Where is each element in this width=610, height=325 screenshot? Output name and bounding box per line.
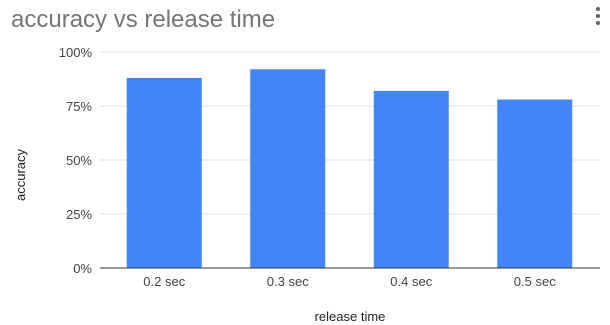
chart-title: accuracy vs release time [11,6,276,33]
more-vertical-icon [596,7,600,11]
more-options-button[interactable] [590,2,606,30]
menu-dot [596,14,600,18]
x-tick-label: 0.2 sec [143,274,185,289]
x-tick-label: 0.4 sec [390,274,432,289]
y-tick-label: 50% [66,153,92,168]
x-axis-ticks: 0.2 sec 0.3 sec 0.4 sec 0.5 sec [143,274,556,289]
y-tick-label: 25% [66,207,92,222]
y-axis-ticks: 0% 25% 50% 75% 100% [59,45,93,276]
bar[interactable] [250,69,326,268]
y-tick-label: 0% [73,261,92,276]
y-tick-label: 75% [66,99,92,114]
bars [126,69,573,269]
y-tick-label: 100% [59,45,93,60]
bar[interactable] [373,90,449,268]
menu-dot [596,21,600,25]
x-tick-label: 0.5 sec [514,274,556,289]
x-axis-title: release time [315,309,386,324]
y-axis-title: accuracy [13,148,28,201]
bar[interactable] [497,99,573,269]
bar[interactable] [126,77,202,268]
x-tick-label: 0.3 sec [267,274,309,289]
